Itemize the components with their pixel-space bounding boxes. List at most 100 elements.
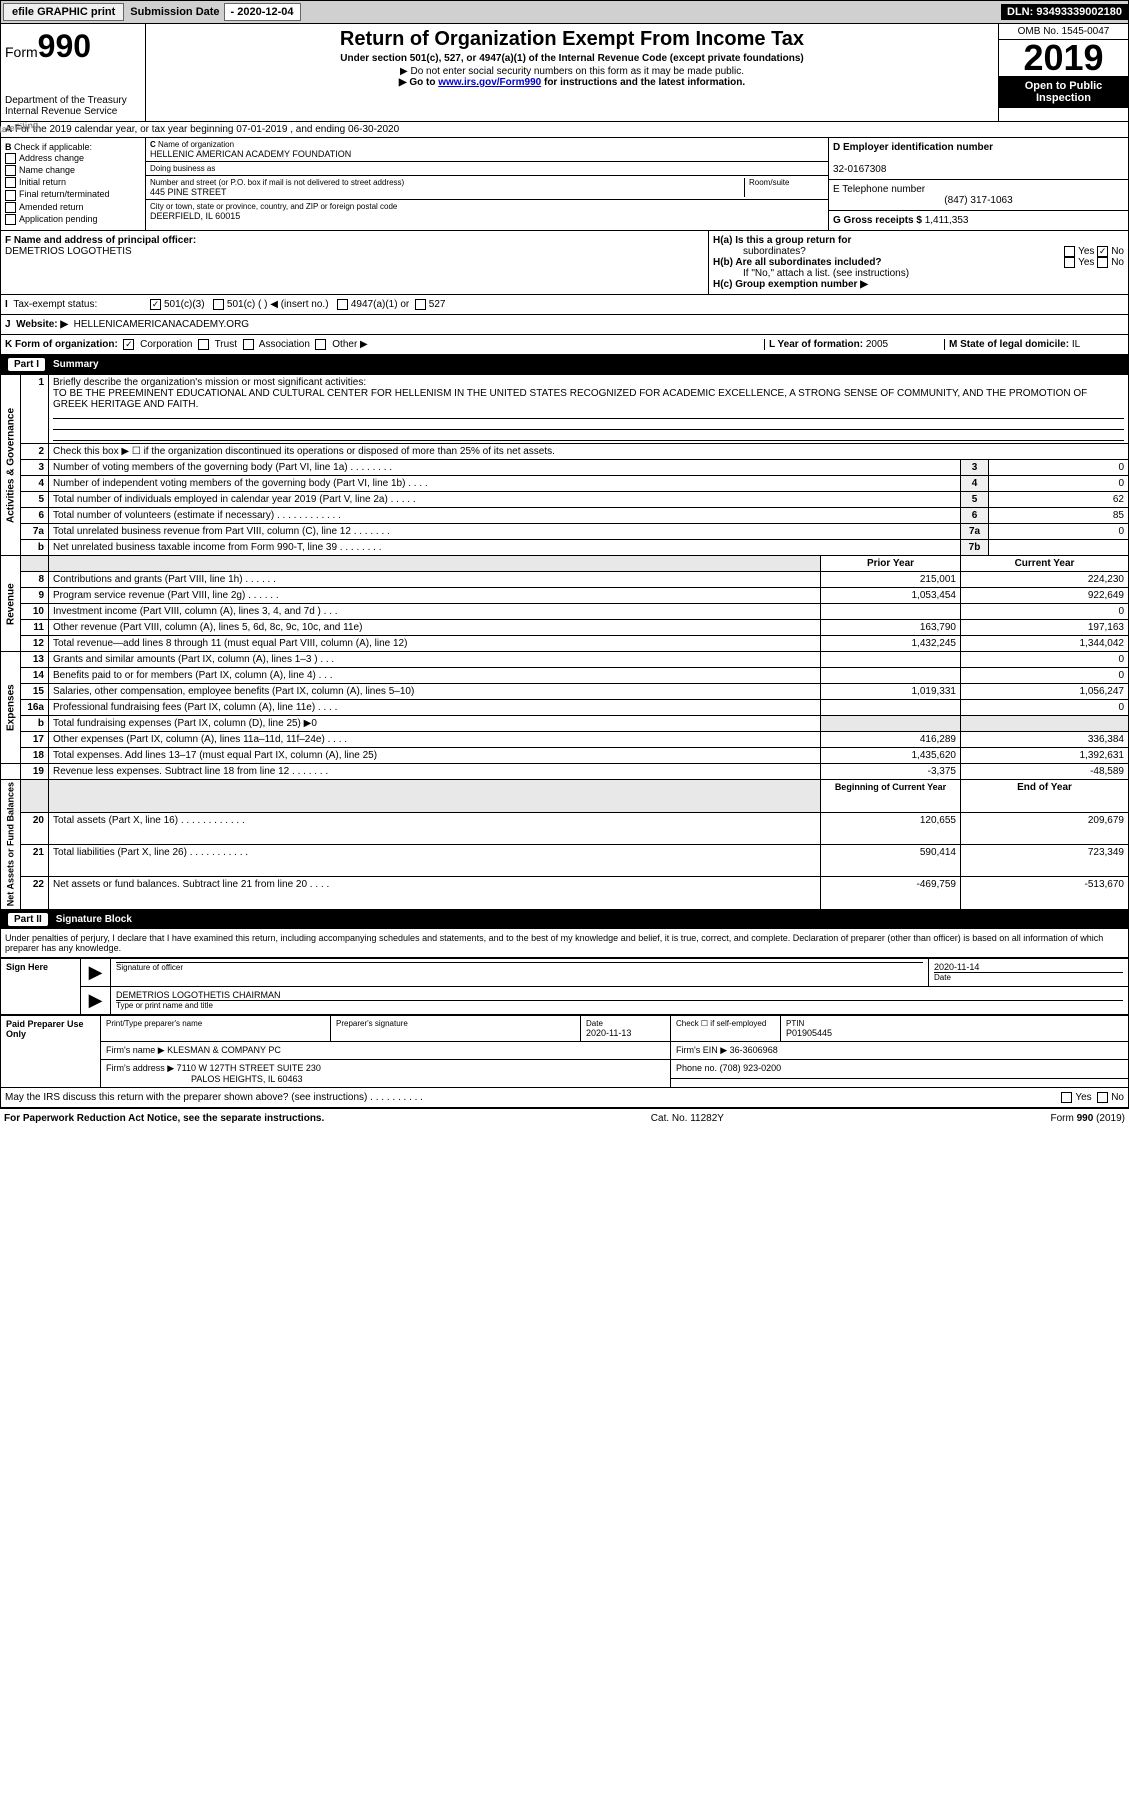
chk-final-return[interactable]: Final return/terminated: [5, 189, 141, 200]
discuss-row: May the IRS discuss this return with the…: [0, 1088, 1129, 1108]
l10-curr: 0: [961, 604, 1129, 620]
chk-corp[interactable]: [123, 339, 134, 350]
l8-prior: 215,001: [821, 572, 961, 588]
form-title: Return of Organization Exempt From Incom…: [150, 28, 994, 51]
l9-prior: 1,053,454: [821, 588, 961, 604]
l16a-curr: 0: [961, 700, 1129, 716]
form-version: Form 990 (2019): [1051, 1113, 1125, 1124]
l20-end: 209,679: [961, 812, 1129, 844]
open-public-badge: Open to Public Inspection: [999, 76, 1128, 108]
efile-print-button[interactable]: efile GRAPHIC print: [3, 3, 124, 21]
row-a-tax-year: lateFiling A For the 2019 calendar year,…: [0, 122, 1129, 138]
sign-here-table: Sign Here ▶ Signature of officer 2020-11…: [0, 958, 1129, 1015]
gross-receipts: 1,411,353: [925, 215, 969, 226]
firm-address-1: 7110 W 127TH STREET SUITE 230: [177, 1063, 321, 1073]
submission-date: - 2020-12-04: [224, 3, 301, 21]
chk-self-employed[interactable]: Check ☐ if self-employed: [671, 1015, 781, 1041]
l11-curr: 197,163: [961, 620, 1129, 636]
chk-name-change[interactable]: Name change: [5, 165, 141, 176]
col-b-checkboxes: B Check if applicable: Address change Na…: [1, 138, 146, 230]
irs-label: Internal Revenue Service: [5, 106, 141, 117]
ein: 32-0167308: [833, 164, 886, 175]
website-row: J Website: ▶ HELLENICAMERICANACADEMY.ORG: [0, 315, 1129, 335]
l10-prior: [821, 604, 961, 620]
chk-501c3[interactable]: [150, 299, 161, 310]
chk-ha-no[interactable]: [1097, 246, 1108, 257]
chk-discuss-no[interactable]: [1097, 1092, 1108, 1103]
chk-trust[interactable]: [198, 339, 209, 350]
l11-prior: 163,790: [821, 620, 961, 636]
line4-val: 0: [989, 476, 1129, 492]
sign-here-label: Sign Here: [1, 958, 81, 1014]
vlabel-expenses: Expenses: [1, 652, 21, 764]
chk-amended-return[interactable]: Amended return: [5, 202, 141, 213]
dept-label: Department of the Treasury: [5, 95, 141, 106]
form-instructions-link: ▶ Go to www.irs.gov/Form990 for instruct…: [150, 77, 994, 88]
form-subtitle-1: Under section 501(c), 527, or 4947(a)(1)…: [150, 53, 994, 64]
chk-discuss-yes[interactable]: [1061, 1092, 1072, 1103]
chk-ha-yes[interactable]: [1064, 246, 1075, 257]
firm-phone: (708) 923-0200: [720, 1063, 782, 1073]
irs-link[interactable]: www.irs.gov/Form990: [438, 77, 541, 88]
sign-date: 2020-11-14: [934, 962, 1123, 972]
mission-text: TO BE THE PREEMINENT EDUCATIONAL AND CUL…: [53, 388, 1087, 410]
l12-curr: 1,344,042: [961, 636, 1129, 652]
topbar: efile GRAPHIC print Submission Date - 20…: [0, 0, 1129, 24]
paid-preparer-label: Paid Preparer Use Only: [1, 1015, 101, 1087]
section-bc: B Check if applicable: Address change Na…: [0, 138, 1129, 231]
line5-val: 62: [989, 492, 1129, 508]
chk-address-change[interactable]: Address change: [5, 153, 141, 164]
l22-end: -513,670: [961, 877, 1129, 909]
l20-begin: 120,655: [821, 812, 961, 844]
city-state-zip: DEERFIELD, IL 60015: [150, 211, 824, 221]
declaration: Under penalties of perjury, I declare th…: [0, 929, 1129, 958]
footer: For Paperwork Reduction Act Notice, see …: [0, 1108, 1129, 1128]
firm-address-2: PALOS HEIGHTS, IL 60463: [106, 1074, 303, 1084]
l15-prior: 1,019,331: [821, 684, 961, 700]
l13-prior: [821, 652, 961, 668]
paperwork-notice: For Paperwork Reduction Act Notice, see …: [4, 1113, 324, 1124]
sign-arrow-icon-2: ▶: [81, 986, 111, 1014]
chk-assoc[interactable]: [243, 339, 254, 350]
cat-no: Cat. No. 11282Y: [651, 1113, 724, 1124]
street-address: 445 PINE STREET: [150, 187, 744, 197]
l8-curr: 224,230: [961, 572, 1129, 588]
tax-year: 2019: [999, 40, 1128, 76]
chk-501c[interactable]: [213, 299, 224, 310]
l18-curr: 1,392,631: [961, 748, 1129, 764]
line7a-val: 0: [989, 524, 1129, 540]
summary-table: Activities & Governance 1 Briefly descri…: [0, 374, 1129, 909]
chk-other[interactable]: [315, 339, 326, 350]
kform-row: K Form of organization: Corporation Trus…: [0, 335, 1129, 355]
firm-ein: 36-3606968: [730, 1045, 778, 1055]
telephone: (847) 317-1063: [833, 195, 1124, 206]
chk-hb-yes[interactable]: [1064, 257, 1075, 268]
firm-name: KLESMAN & COMPANY PC: [167, 1045, 281, 1055]
chk-hb-no[interactable]: [1097, 257, 1108, 268]
l19-curr: -48,589: [961, 764, 1129, 780]
line3-val: 0: [989, 460, 1129, 476]
ptin: P01905445: [786, 1028, 832, 1038]
l13-curr: 0: [961, 652, 1129, 668]
vlabel-net-assets: Net Assets or Fund Balances: [1, 780, 21, 909]
section-fh: F Name and address of principal officer:…: [0, 231, 1129, 295]
tax-exempt-status: I Tax-exempt status: 501(c)(3) 501(c) ( …: [0, 295, 1129, 315]
chk-527[interactable]: [415, 299, 426, 310]
l12-prior: 1,432,245: [821, 636, 961, 652]
chk-application-pending[interactable]: Application pending: [5, 214, 141, 225]
org-name: HELLENIC AMERICAN ACADEMY FOUNDATION: [150, 149, 824, 159]
submission-date-label: Submission Date: [126, 6, 223, 18]
sign-arrow-icon: ▶: [81, 958, 111, 986]
chk-initial-return[interactable]: Initial return: [5, 177, 141, 188]
l9-curr: 922,649: [961, 588, 1129, 604]
l16a-prior: [821, 700, 961, 716]
form-header: Form990 Department of the Treasury Inter…: [0, 24, 1129, 122]
l14-curr: 0: [961, 668, 1129, 684]
officer-name: DEMETRIOS LOGOTHETIS CHAIRMAN: [116, 990, 1123, 1000]
l22-begin: -469,759: [821, 877, 961, 909]
year-formation: 2005: [866, 339, 888, 350]
chk-4947[interactable]: [337, 299, 348, 310]
line6-val: 85: [989, 508, 1129, 524]
l15-curr: 1,056,247: [961, 684, 1129, 700]
principal-officer: DEMETRIOS LOGOTHETIS: [5, 246, 132, 257]
